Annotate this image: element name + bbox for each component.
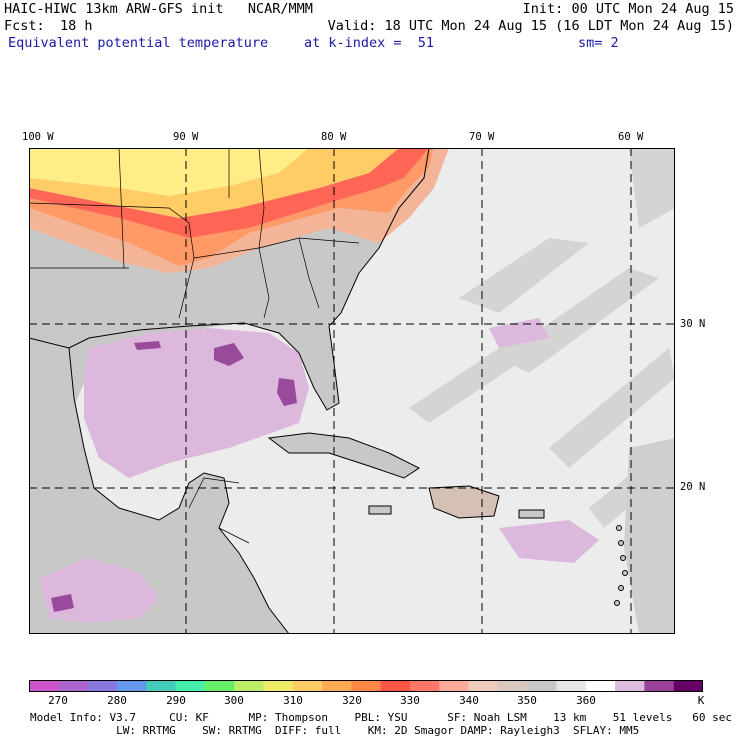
lon-label-100w: 100 W xyxy=(22,131,54,143)
legend-swatch xyxy=(292,680,323,692)
lon-label-80w: 80 W xyxy=(321,131,347,143)
legend-tick-350: 350 xyxy=(517,694,537,707)
lat-label-20n: 20 N xyxy=(680,481,706,493)
legend-tick-300: 300 xyxy=(224,694,244,707)
mexico-purple-spot xyxy=(51,594,74,612)
legend-swatch xyxy=(322,680,352,692)
theta-e-map xyxy=(29,148,675,634)
smoothing: sm= 2 xyxy=(578,35,619,51)
legend-swatch xyxy=(644,680,675,692)
legend-tick-320: 320 xyxy=(342,694,362,707)
land-florida xyxy=(289,326,339,410)
legend-swatch xyxy=(351,680,382,692)
warm-band-red xyxy=(29,148,429,238)
legend-tick-280: 280 xyxy=(107,694,127,707)
gulf-lavender xyxy=(84,328,309,478)
warm-band-yellow xyxy=(29,148,309,196)
lon-label-60w: 60 W xyxy=(618,131,644,143)
legend-swatch xyxy=(29,680,59,692)
legend-swatch xyxy=(87,680,118,692)
lon-label-90w: 90 W xyxy=(173,131,199,143)
legend-swatch xyxy=(146,680,177,692)
legend-swatch xyxy=(234,680,264,692)
east-gray-strip xyxy=(624,438,675,634)
model-info-line2: LW: RRTMG SW: RRTMG DIFF: full KM: 2D Sm… xyxy=(30,724,640,737)
gulf-purple-spot-3 xyxy=(134,341,161,350)
legend-swatch xyxy=(527,680,557,692)
state-borders xyxy=(29,148,360,544)
land-cuba xyxy=(269,433,419,478)
legend-swatch xyxy=(175,680,206,692)
legend-swatch xyxy=(585,680,616,692)
model-title: HAIC-HIWC 13km ARW-GFS init NCAR/MMM xyxy=(4,1,313,17)
legend-swatch xyxy=(116,680,147,692)
legend-tick-340: 340 xyxy=(459,694,479,707)
lat-lon-grid xyxy=(29,148,675,634)
legend-swatch xyxy=(615,680,645,692)
lon-label-70w: 70 W xyxy=(469,131,495,143)
legend-swatch xyxy=(673,680,703,692)
gulf-purple-spot-2 xyxy=(277,378,297,406)
forecast-label: Fcst: xyxy=(4,18,45,34)
atlantic-streaks xyxy=(409,148,675,528)
init-time: Init: 00 UTC Mon 24 Aug 15 xyxy=(522,1,734,17)
legend-swatch xyxy=(204,680,235,692)
forecast-hour: 18 h xyxy=(60,18,93,34)
level-index: at k-index = 51 xyxy=(304,35,435,51)
land-hispaniola xyxy=(429,486,499,518)
coastlines xyxy=(29,148,545,634)
lesser-antilles xyxy=(614,525,628,606)
legend-tick-360: 360 xyxy=(576,694,596,707)
valid-time: Valid: 18 UTC Mon 24 Aug 15 (16 LDT Mon … xyxy=(327,18,734,34)
legend-tick-270: 270 xyxy=(48,694,68,707)
land-jamaica xyxy=(369,506,391,514)
color-legend xyxy=(29,680,703,692)
field-name: Equivalent potential temperature xyxy=(8,35,269,51)
legend-swatch xyxy=(263,680,294,692)
caribbean-lavender-1 xyxy=(499,520,599,563)
warm-band-orange xyxy=(29,148,434,266)
legend-tick-290: 290 xyxy=(166,694,186,707)
legend-swatch xyxy=(380,680,411,692)
legend-swatch xyxy=(468,680,499,692)
legend-swatch xyxy=(556,680,587,692)
legend-tick-330: 330 xyxy=(400,694,420,707)
legend-unit: K xyxy=(697,694,705,707)
warm-band-salmon xyxy=(29,148,449,273)
land-puerto-rico xyxy=(519,510,544,518)
caribbean-lavender-2 xyxy=(489,318,549,348)
model-info-line1: Model Info: V3.7 CU: KF MP: Thompson PBL… xyxy=(30,711,732,724)
gulf-purple-spot-1 xyxy=(214,343,244,366)
legend-swatch xyxy=(409,680,440,692)
legend-tick-310: 310 xyxy=(283,694,303,707)
map-frame xyxy=(29,148,675,634)
lat-label-30n: 30 N xyxy=(680,318,706,330)
legend-swatch xyxy=(439,680,470,692)
legend-swatch xyxy=(58,680,89,692)
legend-swatch xyxy=(497,680,528,692)
